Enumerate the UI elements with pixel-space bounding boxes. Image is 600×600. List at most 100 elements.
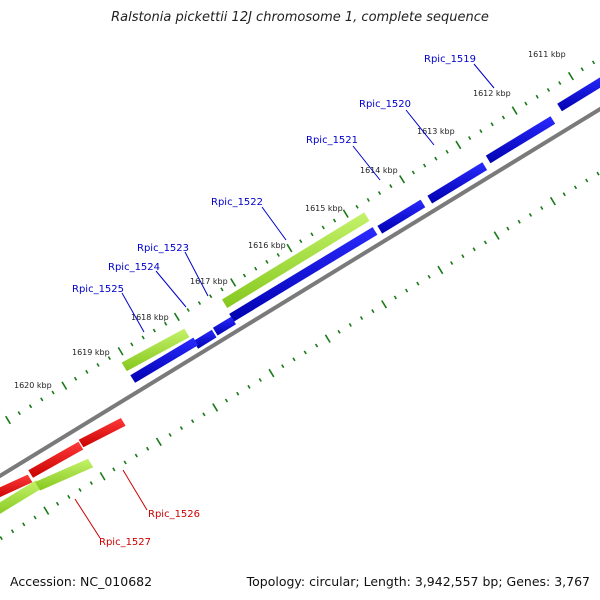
outer-tick-mark bbox=[28, 404, 33, 409]
gene-block-rpic-1527 bbox=[28, 441, 84, 478]
gene-label-rpic-1519[interactable]: Rpic_1519 bbox=[424, 54, 476, 65]
inner-tick-mark bbox=[596, 171, 600, 176]
outer-tick-mark bbox=[567, 71, 574, 81]
gene-label-rpic-1522[interactable]: Rpic_1522 bbox=[211, 197, 263, 208]
leader-rpic-1523 bbox=[184, 251, 209, 297]
kbp-label: 1619 kbp bbox=[72, 348, 110, 357]
inner-tick-mark bbox=[549, 196, 556, 206]
outer-tick-mark bbox=[265, 259, 269, 264]
outer-tick-ring bbox=[5, 60, 596, 425]
outer-tick-mark bbox=[141, 335, 145, 340]
inner-tick-mark bbox=[359, 316, 364, 321]
outer-tick-mark bbox=[468, 136, 472, 141]
kbp-label: 1617 kbp bbox=[190, 277, 228, 286]
inner-tick-mark bbox=[191, 419, 195, 424]
forward-strand-genes bbox=[130, 77, 600, 383]
kbp-label: 1611 kbp bbox=[528, 50, 566, 59]
outer-tick-mark bbox=[355, 204, 359, 209]
gene-label-rpic-1525[interactable]: Rpic_1525 bbox=[72, 284, 124, 295]
inner-tick-mark bbox=[427, 274, 431, 279]
reverse-strand-genes bbox=[0, 418, 126, 498]
outer-tick-mark bbox=[342, 209, 349, 218]
inner-tick-mark bbox=[224, 398, 229, 403]
inner-tick-mark bbox=[381, 300, 388, 309]
kbp-label: 1615 kbp bbox=[305, 204, 343, 213]
gene-block-rpic-1520 bbox=[485, 116, 556, 164]
orf-block-3 bbox=[0, 480, 42, 514]
inner-tick-mark bbox=[405, 288, 409, 293]
inner-tick-mark bbox=[437, 265, 444, 275]
inner-tick-mark bbox=[281, 364, 285, 369]
inner-tick-mark bbox=[303, 350, 307, 355]
inner-tick-ring bbox=[0, 171, 600, 541]
outer-tick-mark bbox=[61, 381, 68, 390]
outer-tick-mark bbox=[299, 239, 303, 244]
outer-tick-mark bbox=[107, 356, 111, 361]
topology-stats-text: Topology: circular; Length: 3,942,557 bp… bbox=[246, 574, 590, 589]
gene-label-rpic-1527[interactable]: Rpic_1527 bbox=[99, 537, 151, 548]
outer-tick-mark bbox=[173, 312, 180, 322]
gene-block-rpic-1525 bbox=[193, 329, 217, 349]
inner-tick-mark bbox=[99, 471, 106, 481]
kbp-label: 1620 kbp bbox=[14, 381, 52, 390]
outer-tick-mark bbox=[479, 129, 483, 134]
outer-tick-mark bbox=[197, 301, 202, 306]
gene-label-rpic-1526[interactable]: Rpic_1526 bbox=[148, 509, 200, 520]
inner-tick-mark bbox=[212, 403, 219, 412]
inner-tick-mark bbox=[337, 329, 341, 334]
outer-tick-mark bbox=[186, 307, 190, 312]
gene-label-rpic-1524[interactable]: Rpic_1524 bbox=[108, 262, 160, 273]
outer-tick-mark bbox=[546, 87, 551, 92]
map-title: Ralstonia pickettii 12J chromosome 1, co… bbox=[111, 10, 489, 25]
outer-tick-mark bbox=[377, 191, 382, 196]
inner-tick-mark bbox=[55, 501, 60, 506]
outer-tick-mark bbox=[591, 60, 596, 65]
outer-tick-mark bbox=[558, 81, 562, 86]
outer-tick-mark bbox=[445, 149, 449, 154]
inner-tick-mark bbox=[202, 412, 206, 417]
outer-tick-mark bbox=[242, 273, 247, 278]
inner-tick-mark bbox=[247, 384, 251, 389]
inner-tick-mark bbox=[179, 426, 184, 431]
outer-tick-mark bbox=[399, 175, 406, 184]
orf-block-4 bbox=[35, 458, 94, 491]
gene-label-rpic-1520[interactable]: Rpic_1520 bbox=[359, 99, 411, 110]
inner-tick-mark bbox=[67, 494, 71, 499]
inner-tick-mark bbox=[292, 357, 296, 362]
inner-tick-mark bbox=[506, 226, 510, 231]
gene-labels: Rpic_1519 Rpic_1520 Rpic_1521 Rpic_1522 … bbox=[72, 54, 476, 548]
orf-block-2 bbox=[121, 328, 190, 372]
gene-block-rpic-1524 bbox=[212, 316, 236, 336]
leader-rpic-1526 bbox=[122, 469, 148, 511]
outer-tick-mark bbox=[209, 294, 213, 299]
sequence-backbone bbox=[0, 106, 600, 479]
inner-tick-mark bbox=[0, 536, 3, 541]
outer-tick-mark bbox=[17, 411, 21, 416]
inner-tick-mark bbox=[22, 522, 26, 527]
gene-block-rpic-1523 bbox=[229, 227, 378, 322]
outer-tick-mark bbox=[389, 184, 393, 189]
orf-blocks bbox=[0, 212, 370, 514]
gene-label-rpic-1523[interactable]: Rpic_1523 bbox=[137, 243, 189, 254]
leader-rpic-1520 bbox=[405, 109, 435, 146]
outer-tick-mark bbox=[434, 156, 438, 161]
leader-rpic-1522 bbox=[261, 206, 287, 241]
inner-tick-mark bbox=[393, 295, 397, 300]
gene-block-edge bbox=[0, 474, 33, 498]
outer-tick-mark bbox=[152, 328, 156, 333]
inner-tick-mark bbox=[155, 437, 162, 447]
inner-tick-mark bbox=[573, 185, 578, 190]
outer-tick-mark bbox=[254, 266, 258, 271]
inner-tick-mark bbox=[146, 446, 150, 451]
kbp-label: 1612 kbp bbox=[473, 89, 511, 98]
outer-tick-mark bbox=[230, 278, 237, 287]
gene-label-rpic-1521[interactable]: Rpic_1521 bbox=[306, 135, 358, 146]
outer-tick-mark bbox=[321, 225, 325, 230]
outer-tick-mark bbox=[73, 376, 78, 381]
outer-tick-mark bbox=[130, 342, 134, 347]
kbp-label: 1618 kbp bbox=[131, 313, 169, 322]
gene-block-rpic-1519 bbox=[557, 77, 600, 112]
outer-tick-mark bbox=[535, 94, 539, 99]
